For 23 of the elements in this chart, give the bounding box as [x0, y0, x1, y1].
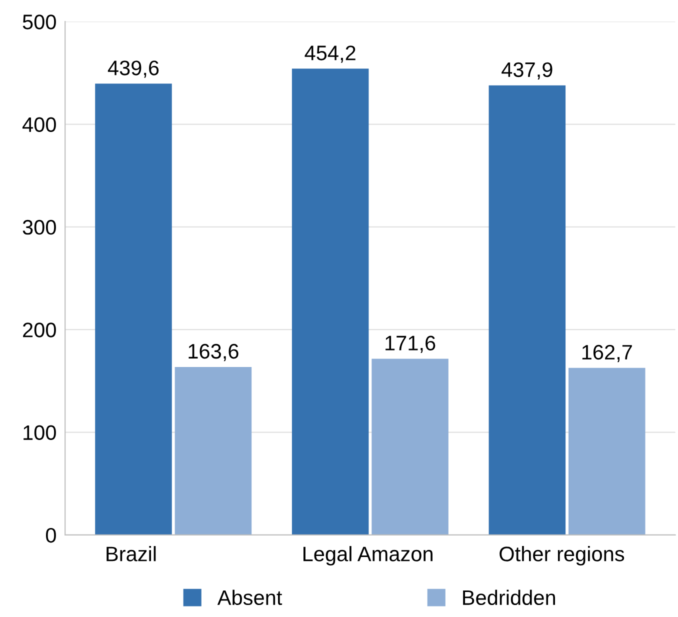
y-tick-label: 200 [23, 322, 56, 338]
data-label: 171,6 [386, 336, 436, 353]
data-label: 162,7 [582, 344, 632, 362]
x-tick-label: Brazil [106, 546, 156, 562]
data-label: 437,9 [502, 62, 552, 80]
y-tick-label: 300 [22, 220, 56, 235]
bar [95, 84, 172, 535]
y-tick-label: 100 [24, 425, 56, 440]
data-label: 163,6 [188, 344, 238, 362]
bar [372, 358, 448, 535]
y-tick-label: 500 [22, 14, 56, 30]
legend-label: Bedridden [463, 590, 556, 606]
y-tick-label: 400 [22, 117, 56, 132]
x-tick-label: Other regions [500, 546, 624, 566]
data-label: 454,2 [304, 46, 356, 63]
data-label: 439,6 [108, 60, 159, 78]
legend-label: Absent [217, 590, 282, 606]
bar [488, 85, 566, 535]
x-tick-label: Legal Amazon [303, 546, 432, 566]
y-tick-label: 0 [46, 528, 56, 543]
bar [174, 366, 252, 535]
bar [568, 368, 646, 535]
bar [292, 68, 369, 535]
